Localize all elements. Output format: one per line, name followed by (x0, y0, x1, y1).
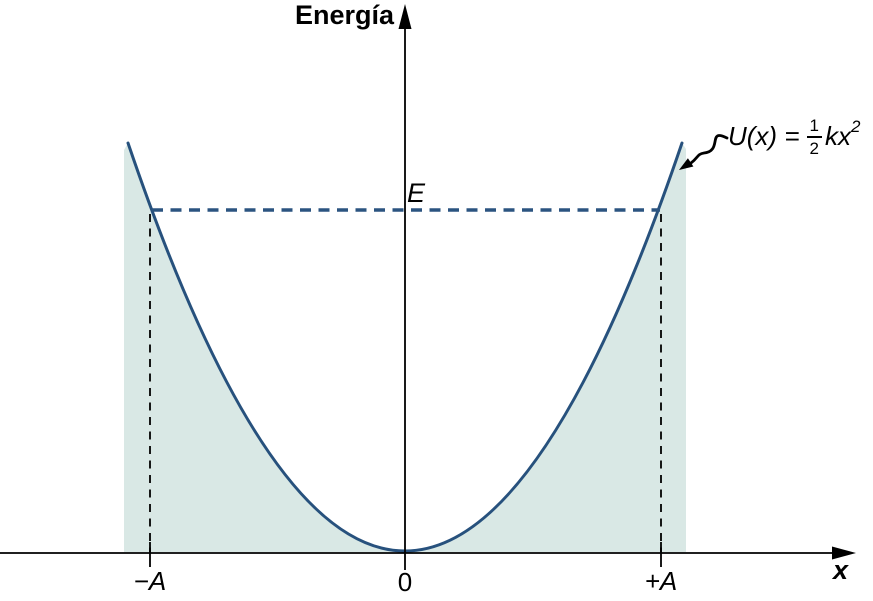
fraction-one-half: 1 2 (806, 117, 822, 158)
x-axis-label: x (833, 555, 849, 585)
curve-equation-label: U(x) = 1 2 kx 2 (728, 114, 860, 160)
callout-arrow (689, 134, 729, 165)
equation-base: kx (824, 121, 851, 152)
fraction-numerator: 1 (806, 117, 822, 138)
y-axis-arrowhead (398, 4, 412, 29)
x-tick-label-pos-A: +A (644, 566, 678, 596)
y-axis-label: Energía (294, 0, 394, 30)
energy-label: E (407, 178, 426, 208)
callout-arrowhead (679, 158, 694, 170)
shaded-area (124, 143, 686, 552)
x-axis-arrowhead (832, 546, 856, 560)
fraction-denominator: 2 (809, 139, 819, 158)
equation-prefix: U(x) = (728, 121, 800, 152)
x-tick-label-origin: 0 (397, 567, 413, 597)
equation-exponent: 2 (850, 117, 861, 137)
x-tick-label-neg-A: −A (133, 566, 167, 596)
